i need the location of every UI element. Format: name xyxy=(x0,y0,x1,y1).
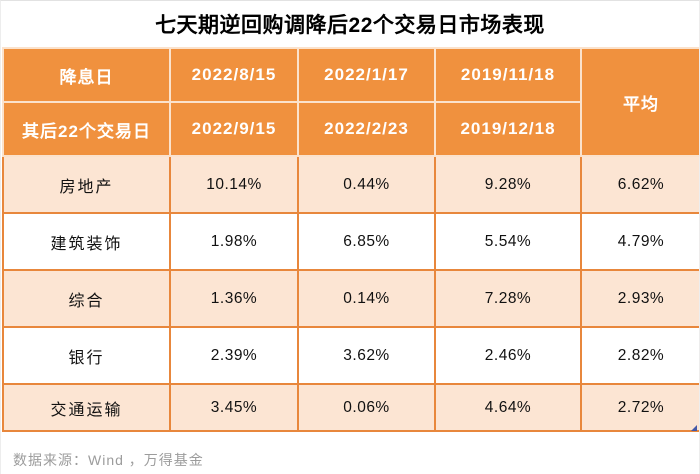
value-cell: 4.64% xyxy=(434,383,582,432)
average-cell: 6.62% xyxy=(580,155,699,214)
row-label-cell: 房地产 xyxy=(2,155,171,214)
row-label-cell: 综合 xyxy=(2,269,171,328)
value-cell: 1.98% xyxy=(169,212,299,271)
average-cell: 2.82% xyxy=(580,326,699,385)
value-cell: 9.28% xyxy=(434,155,582,214)
row-label-cell: 交通运输 xyxy=(2,383,171,432)
value-cell: 7.28% xyxy=(434,269,582,328)
table-row-bank: 银行 2.39% 3.62% 2.46% 2.82% xyxy=(2,326,699,385)
value-cell: 2.46% xyxy=(434,326,582,385)
value-cell: 3.45% xyxy=(169,383,299,432)
header-cell-date-2: 2022/1/17 xyxy=(297,47,436,103)
value-cell: 0.14% xyxy=(297,269,436,328)
table-row-transport: 交通运输 3.45% 0.06% 4.64% 2.72% xyxy=(2,383,699,432)
row-label-cell: 建筑装饰 xyxy=(2,212,171,271)
average-cell: 2.93% xyxy=(580,269,699,328)
header-cell-cut-date-label: 降息日 xyxy=(2,47,171,103)
value-cell: 3.62% xyxy=(297,326,436,385)
header-row-end-date: 其后22个交易日 2022/9/15 2022/2/23 2019/12/18 xyxy=(2,101,699,157)
header-cell-average: 平均 xyxy=(580,47,699,157)
market-performance-table-wrap: 降息日 2022/8/15 2022/1/17 2019/11/18 平均 其后… xyxy=(2,47,699,432)
selection-corner-marker xyxy=(691,425,697,431)
average-cell: 4.79% xyxy=(580,212,699,271)
table-row-construction: 建筑装饰 1.98% 6.85% 5.54% 4.79% xyxy=(2,212,699,271)
table-row-comprehensive: 综合 1.36% 0.14% 7.28% 2.93% xyxy=(2,269,699,328)
value-cell: 1.36% xyxy=(169,269,299,328)
header-cell-date-3: 2019/11/18 xyxy=(434,47,582,103)
header-cell-enddate-1: 2022/9/15 xyxy=(169,101,299,157)
header-cell-22days-label: 其后22个交易日 xyxy=(2,101,171,157)
market-performance-table: 降息日 2022/8/15 2022/1/17 2019/11/18 平均 其后… xyxy=(2,47,699,432)
header-cell-date-1: 2022/8/15 xyxy=(169,47,299,103)
value-cell: 10.14% xyxy=(169,155,299,214)
value-cell: 0.06% xyxy=(297,383,436,432)
header-row-cut-date: 降息日 2022/8/15 2022/1/17 2019/11/18 平均 xyxy=(2,47,699,157)
header-cell-enddate-2: 2022/2/23 xyxy=(297,101,436,157)
row-label-cell: 银行 xyxy=(2,326,171,385)
value-cell: 5.54% xyxy=(434,212,582,271)
page-title: 七天期逆回购调降后22个交易日市场表现 xyxy=(155,14,545,37)
average-cell: 2.72% xyxy=(580,383,699,432)
source-note: 数据来源：Wind ，万得基金 xyxy=(13,452,204,468)
header-cell-enddate-3: 2019/12/18 xyxy=(434,101,582,157)
value-cell: 6.85% xyxy=(297,212,436,271)
table-row-real-estate: 房地产 10.14% 0.44% 9.28% 6.62% xyxy=(2,155,699,214)
value-cell: 0.44% xyxy=(297,155,436,214)
value-cell: 2.39% xyxy=(169,326,299,385)
